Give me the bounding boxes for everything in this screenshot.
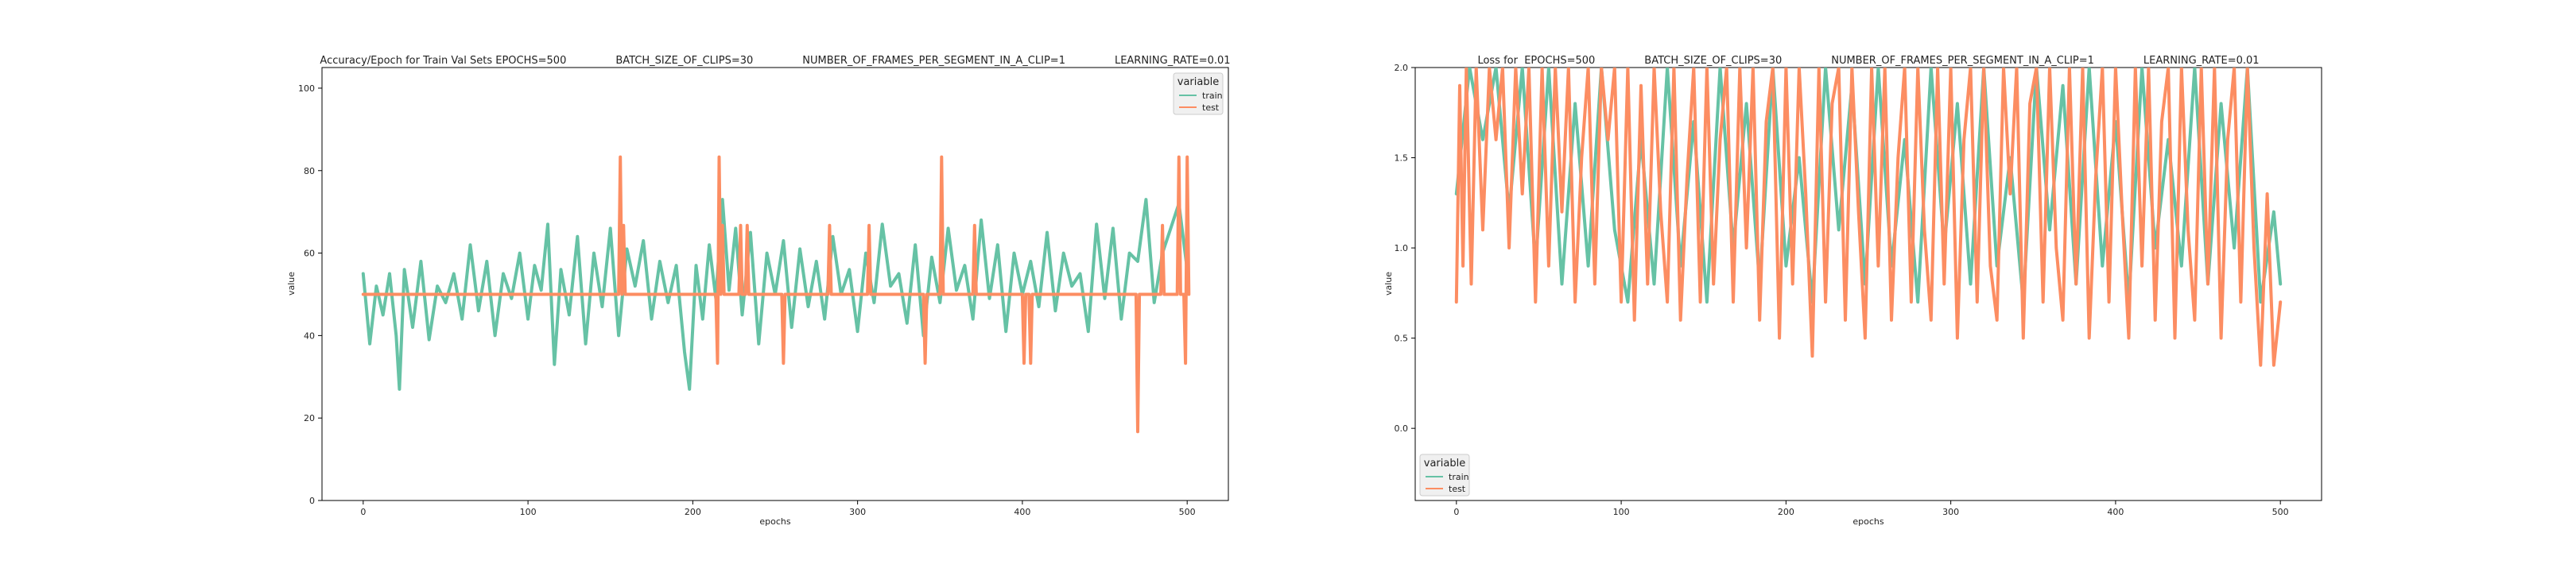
y-tick-label: 0.5	[1395, 334, 1409, 344]
x-tick-label: 100	[520, 507, 537, 517]
x-tick-label: 400	[1014, 507, 1030, 517]
x-tick-label: 500	[2272, 507, 2289, 517]
x-tick-label: 400	[2107, 507, 2124, 517]
legend-entry-test: test	[1202, 102, 1220, 113]
legend-entry-train: train	[1202, 91, 1223, 101]
legend-box	[1173, 72, 1224, 115]
y-tick-label: 80	[304, 166, 315, 176]
legend-entry-train: train	[1449, 472, 1469, 482]
x-tick-label: 0	[360, 507, 366, 517]
y-tick-label: 1.5	[1395, 153, 1409, 164]
y-tick-label: 0	[309, 496, 315, 506]
y-tick-label: 20	[304, 413, 315, 423]
y-axis-label: value	[1383, 272, 1394, 296]
y-axis-label: value	[286, 272, 297, 296]
loss-chart: Loss for EPOCHS=500 BATCH_SIZE_OF_CLIPS=…	[1383, 55, 2322, 527]
series-line-train	[361, 198, 1189, 391]
x-tick-label: 200	[685, 507, 701, 517]
chart-title: Loss for EPOCHS=500 BATCH_SIZE_OF_CLIPS=…	[1477, 55, 2259, 67]
legend-entry-test: test	[1449, 484, 1466, 494]
accuracy-chart: Accuracy/Epoch for Train Val Sets EPOCHS…	[286, 55, 1231, 527]
x-tick-label: 300	[1942, 507, 1959, 517]
series-line-train	[1454, 68, 2283, 304]
y-tick-label: 100	[298, 83, 315, 94]
x-tick-label: 100	[1613, 507, 1630, 517]
x-tick-label: 0	[1453, 507, 1459, 517]
x-axis-label: epochs	[1852, 516, 1884, 527]
x-tick-label: 200	[1778, 507, 1794, 517]
y-tick-label: 2.0	[1395, 63, 1409, 73]
series-layer	[1454, 68, 2283, 367]
legend-title: variable	[1424, 458, 1465, 470]
series-layer	[361, 155, 1191, 434]
y-tick-label: 60	[304, 249, 315, 259]
tick-group: 0 100 200 300 400 500 0 20 40 60 80 100	[298, 83, 1196, 517]
chart-title: Accuracy/Epoch for Train Val Sets EPOCHS…	[320, 55, 1230, 67]
series-line-test	[361, 155, 1191, 434]
legend: variable train test	[1419, 454, 1470, 497]
tick-group: 0 100 200 300 400 500 0.0 0.5 1.0 1.5 2.0	[1395, 63, 2289, 517]
series-line-test	[1454, 68, 2283, 367]
y-tick-label: 0.0	[1395, 423, 1409, 434]
legend-box	[1419, 454, 1470, 497]
legend-title: variable	[1177, 76, 1219, 88]
y-tick-label: 40	[304, 330, 315, 341]
legend: variable train test	[1173, 72, 1224, 115]
x-tick-label: 500	[1179, 507, 1196, 517]
x-axis-label: epochs	[759, 516, 790, 527]
y-tick-label: 1.0	[1395, 243, 1409, 253]
x-tick-label: 300	[849, 507, 866, 517]
